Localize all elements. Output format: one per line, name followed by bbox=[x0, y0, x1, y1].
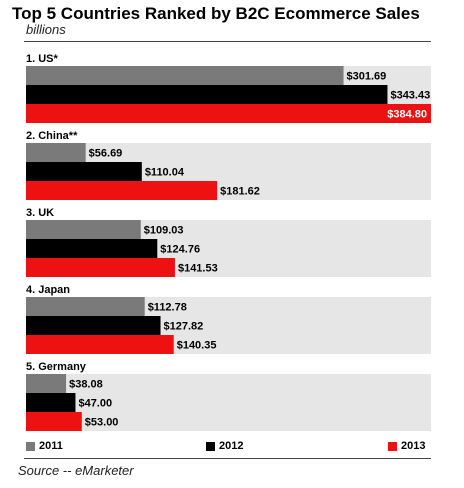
data-label-2-china-2011: $56.69 bbox=[89, 148, 123, 160]
bar-2-china-2012 bbox=[26, 162, 142, 181]
bar-2-china-2011 bbox=[26, 143, 86, 162]
source-note: Source -- eMarketer bbox=[18, 463, 134, 478]
data-label-1-us-2012: $343.43 bbox=[390, 90, 430, 102]
bar-1-us-2012 bbox=[26, 85, 388, 104]
bar-2-china-2013 bbox=[26, 181, 218, 200]
data-label-5-germany-2013: $53.00 bbox=[85, 417, 119, 429]
data-label-4-japan-2012: $127.82 bbox=[164, 321, 204, 333]
bar-4-japan-2012 bbox=[26, 316, 161, 335]
data-label-2-china-2013: $181.62 bbox=[220, 186, 260, 198]
chart-title: Top 5 Countries Ranked by B2C Ecommerce … bbox=[12, 4, 420, 23]
bar-4-japan-2011 bbox=[26, 297, 145, 316]
data-label-1-us-2013: $384.80 bbox=[387, 109, 427, 121]
bar-5-germany-2013 bbox=[26, 412, 82, 431]
group-band-5-germany bbox=[26, 374, 431, 431]
data-label-4-japan-2011: $112.78 bbox=[148, 302, 187, 314]
data-label-1-us-2011: $301.69 bbox=[347, 71, 387, 83]
legend-label-2011: 2011 bbox=[39, 440, 63, 452]
top-divider bbox=[24, 41, 431, 42]
data-label-5-germany-2012: $47.00 bbox=[78, 398, 112, 410]
legend-swatch-2013 bbox=[388, 441, 397, 451]
legend-item-2013: 2013 bbox=[388, 440, 425, 452]
bottom-divider bbox=[24, 458, 431, 459]
bar-5-germany-2012 bbox=[26, 393, 76, 412]
data-label-3-uk-2011: $109.03 bbox=[144, 225, 184, 237]
data-label-4-japan-2013: $140.35 bbox=[177, 340, 217, 352]
data-label-3-uk-2013: $141.53 bbox=[178, 263, 218, 275]
data-label-5-germany-2011: $38.08 bbox=[69, 379, 103, 391]
bar-1-us-2011 bbox=[26, 66, 344, 85]
data-label-3-uk-2012: $124.76 bbox=[160, 244, 200, 256]
legend-item-2012: 2012 bbox=[206, 440, 243, 452]
bar-3-uk-2013 bbox=[26, 258, 175, 277]
bar-4-japan-2013 bbox=[26, 335, 174, 354]
category-label-1-us: 1. US* bbox=[26, 53, 59, 65]
bar-5-germany-2011 bbox=[26, 374, 67, 393]
category-label-5-germany: 5. Germany bbox=[26, 361, 87, 373]
category-label-4-japan: 4. Japan bbox=[26, 284, 70, 296]
category-label-3-uk: 3. UK bbox=[26, 207, 54, 219]
bar-3-uk-2011 bbox=[26, 220, 141, 239]
bar-3-uk-2012 bbox=[26, 239, 158, 258]
legend-swatch-2012 bbox=[206, 441, 215, 451]
data-label-2-china-2012: $110.04 bbox=[145, 167, 185, 179]
unit-label: billions bbox=[26, 22, 66, 37]
legend-label-2013: 2013 bbox=[401, 440, 426, 452]
legend-swatch-2011 bbox=[26, 441, 35, 451]
legend-label-2012: 2012 bbox=[219, 440, 244, 452]
category-label-2-china: 2. China** bbox=[26, 130, 78, 142]
bar-1-us-2013 bbox=[26, 104, 431, 123]
legend-item-2011: 2011 bbox=[26, 440, 63, 452]
